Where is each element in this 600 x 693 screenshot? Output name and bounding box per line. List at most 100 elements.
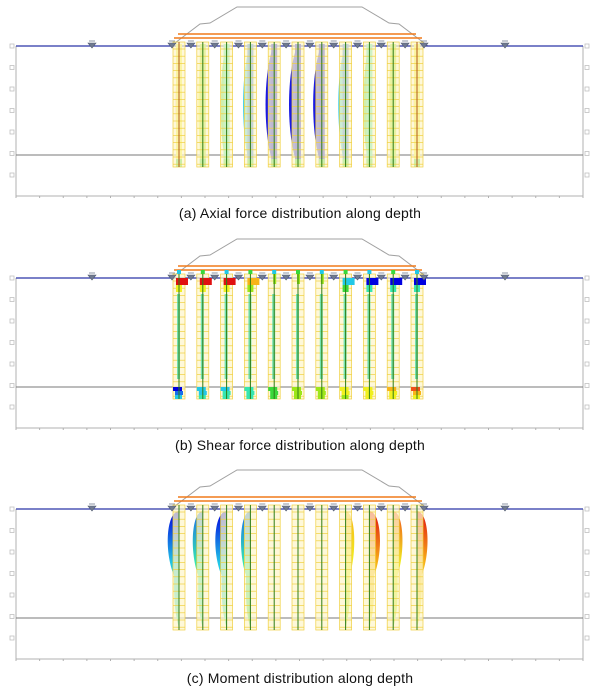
- shear-base-cell: [244, 387, 254, 391]
- depth-marker-icon: [584, 318, 590, 324]
- support-triangle-icon: [376, 505, 386, 512]
- support-triangle-icon: [210, 505, 220, 512]
- shear-base-cell: [292, 387, 301, 391]
- support-triangle-icon: [210, 42, 220, 49]
- depth-marker-icon: [584, 404, 590, 410]
- depth-marker-icon: [9, 404, 15, 410]
- shear-base-cell: [387, 387, 397, 391]
- depth-marker-icon: [584, 172, 590, 178]
- shear-cap-cell: [367, 270, 372, 274]
- support-triangle-icon: [419, 274, 429, 281]
- depth-marker-icon: [584, 340, 590, 345]
- depth-marker-icon: [584, 528, 590, 533]
- support-triangle-icon: [87, 505, 97, 512]
- depth-marker-icon: [584, 129, 590, 135]
- support-triangle-icon: [500, 505, 510, 512]
- depth-marker-icon: [584, 635, 590, 641]
- shear-cap-cell: [296, 270, 300, 274]
- panel-moment: (c) Moment distribution along depth: [0, 463, 600, 693]
- shear-cap-cell: [343, 270, 348, 274]
- panel-axial: (a) Axial force distribution along depth: [0, 0, 600, 230]
- depth-marker-icon: [9, 108, 15, 113]
- shear-cap-cell: [415, 270, 419, 274]
- depth-marker-icon: [9, 340, 15, 345]
- depth-marker-icon: [584, 297, 590, 302]
- depth-marker-icon: [584, 86, 590, 92]
- shear-base-cell: [339, 387, 349, 391]
- support-triangle-icon: [257, 274, 267, 281]
- support-triangle-icon: [210, 274, 220, 281]
- support-triangle-icon: [376, 42, 386, 49]
- shear-base-cell: [196, 387, 206, 391]
- support-triangle-icon: [87, 42, 97, 49]
- shear-cap-cell: [319, 270, 324, 274]
- depth-marker-icon: [584, 383, 590, 388]
- support-triangle-icon: [186, 274, 196, 281]
- depth-marker-icon: [9, 318, 15, 324]
- shear-head-cell: [396, 278, 403, 285]
- depth-marker-icon: [584, 361, 590, 367]
- support-triangle-icon: [257, 505, 267, 512]
- support-triangle-icon: [500, 42, 510, 49]
- support-triangle-icon: [400, 42, 410, 49]
- support-triangle-icon: [400, 274, 410, 281]
- shear-base-cell: [411, 387, 420, 391]
- shear-head-cell: [205, 278, 212, 285]
- support-triangle-icon: [352, 274, 363, 281]
- support-triangle-icon: [167, 505, 177, 512]
- shear-cap-cell: [248, 270, 253, 274]
- depth-marker-icon: [9, 65, 15, 70]
- depth-marker-icon: [584, 571, 590, 576]
- support-triangle-icon: [257, 42, 267, 49]
- support-triangle-icon: [233, 42, 244, 49]
- axial-force-diagram: [9, 6, 590, 198]
- caption-moment: (c) Moment distribution along depth: [186, 670, 414, 686]
- support-triangle-icon: [329, 505, 339, 512]
- support-triangle-icon: [329, 274, 339, 281]
- depth-marker-icon: [9, 151, 15, 156]
- shear-base-cell: [363, 387, 373, 391]
- depth-marker-icon: [9, 549, 15, 555]
- support-triangle-icon: [376, 274, 386, 281]
- shear-base-cell: [315, 387, 325, 391]
- depth-marker-icon: [584, 614, 590, 619]
- shear-head-cell: [182, 278, 188, 285]
- support-triangle-icon: [281, 42, 291, 49]
- depth-marker-icon: [9, 43, 15, 49]
- support-triangle-icon: [167, 274, 177, 281]
- depth-marker-icon: [9, 172, 15, 178]
- depth-marker-icon: [584, 108, 590, 113]
- shear-cap-cell: [391, 270, 396, 274]
- depth-marker-icon: [9, 383, 15, 388]
- support-triangle-icon: [233, 505, 244, 512]
- shear-head-cell: [348, 278, 355, 285]
- support-triangle-icon: [186, 505, 196, 512]
- embankment-outline: [170, 238, 429, 279]
- support-triangle-icon: [87, 274, 97, 281]
- embankment-outline: [170, 469, 429, 510]
- depth-marker-icon: [9, 635, 15, 641]
- shear-cap-cell: [200, 270, 205, 274]
- support-triangle-icon: [305, 274, 315, 281]
- depth-marker-icon: [584, 549, 590, 555]
- shear-head-cell: [372, 278, 379, 285]
- support-triangle-icon: [352, 505, 363, 512]
- shear-cap-cell: [177, 270, 181, 274]
- depth-marker-icon: [9, 361, 15, 367]
- shear-cap-cell: [272, 270, 277, 274]
- caption-axial: (a) Axial force distribution along depth: [178, 205, 422, 221]
- shear-cap-cell: [224, 270, 229, 274]
- shear-head-cell: [420, 278, 426, 285]
- support-triangle-icon: [281, 274, 291, 281]
- depth-marker-icon: [584, 592, 590, 598]
- support-triangle-icon: [305, 42, 315, 49]
- depth-marker-icon: [584, 506, 590, 512]
- depth-marker-icon: [9, 592, 15, 598]
- depth-marker-icon: [9, 129, 15, 135]
- depth-marker-icon: [584, 43, 590, 49]
- support-triangle-icon: [186, 42, 196, 49]
- moment-diagram: [9, 469, 590, 661]
- depth-marker-icon: [9, 86, 15, 92]
- depth-marker-icon: [9, 571, 15, 576]
- support-triangle-icon: [305, 505, 315, 512]
